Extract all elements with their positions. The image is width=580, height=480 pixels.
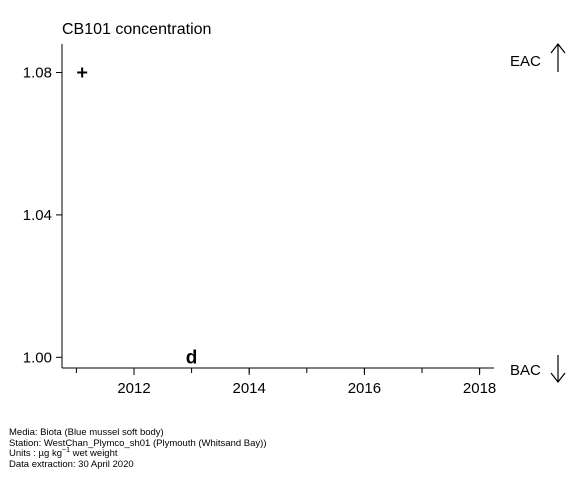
x-tick-label: 2012 (117, 380, 150, 397)
y-tick-label: 1.04 (23, 207, 52, 224)
x-tick-label: 2016 (348, 380, 381, 397)
y-tick-label: 1.00 (23, 349, 52, 366)
footer-extraction: Data extraction: 30 April 2020 (9, 458, 134, 470)
chart-title: CB101 concentration (62, 21, 211, 38)
footer-units: Units : µg kg−1 wet weight (9, 446, 118, 459)
plot-area (61, 44, 494, 369)
footer-media: Media: Biota (Blue mussel soft body) (9, 427, 164, 438)
data-points: d (77, 67, 197, 368)
bac-label: BAC (510, 362, 541, 379)
bac-down-arrow-icon (550, 355, 566, 383)
data-point (77, 67, 88, 78)
data-point: d (186, 347, 198, 368)
eac-label: EAC (510, 53, 541, 70)
x-axis: 2012 2014 2016 2018 (75, 368, 496, 397)
y-axis: 1.00 1.04 1.08 (23, 64, 62, 366)
x-tick-label: 2018 (463, 380, 496, 397)
chart-footer: Media: Biota (Blue mussel soft body) Sta… (9, 427, 267, 470)
y-tick-label: 1.08 (23, 64, 52, 81)
eac-up-arrow-icon (550, 43, 566, 72)
x-tick-label: 2014 (233, 380, 266, 397)
footer-station: Station: WestChan_Plymco_sh01 (Plymouth … (9, 437, 267, 449)
